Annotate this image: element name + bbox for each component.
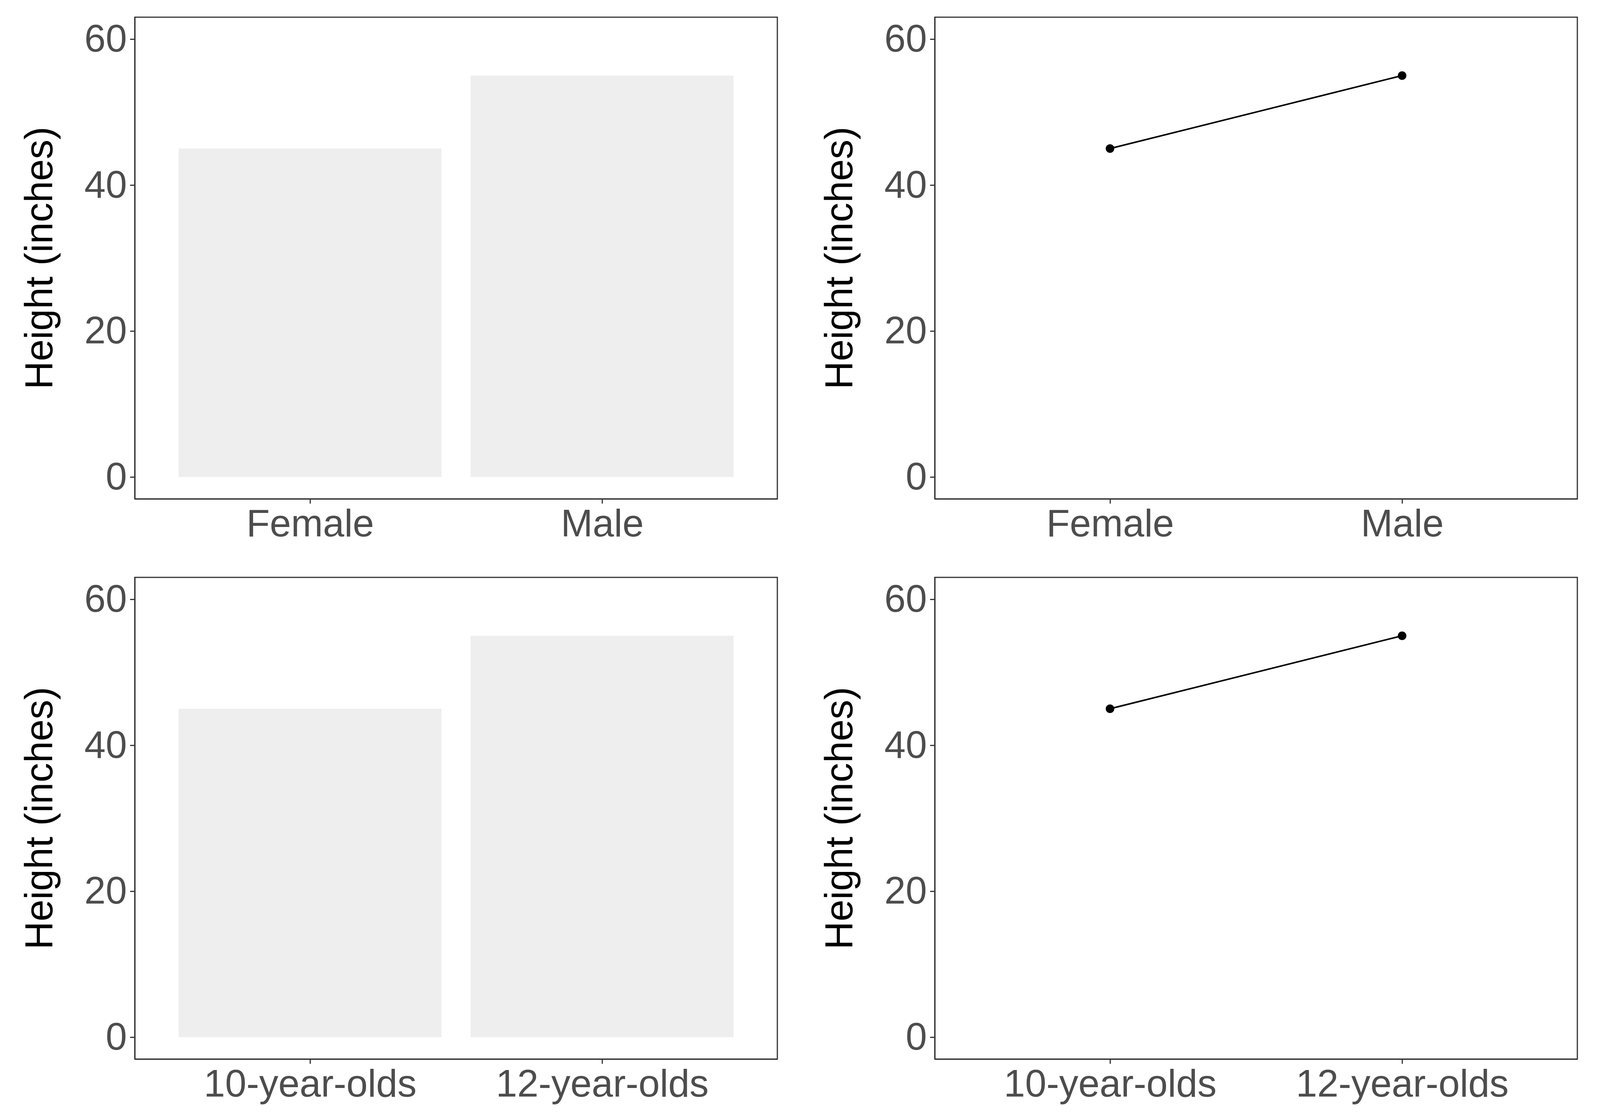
tick-label: Male <box>1360 501 1444 545</box>
tick-label: 60 <box>84 576 127 620</box>
tick-mark <box>930 184 935 186</box>
x-axis: 10-year-olds 12-year-olds <box>935 1058 1578 1105</box>
panel-border <box>934 577 1578 1059</box>
tick-mark <box>130 598 135 600</box>
tick-mark <box>130 38 135 40</box>
panel: 0 20 40 60 10-year-olds 12-year-olds Height (i… <box>816 576 1578 1105</box>
tick: Male <box>1360 498 1444 545</box>
tick-label: 12-year-olds <box>496 1061 709 1105</box>
point <box>1105 144 1115 153</box>
tick: 10-year-olds <box>1003 1058 1217 1105</box>
tick-label: Male <box>560 501 644 545</box>
tick-mark <box>130 184 135 186</box>
tick: 10-year-olds <box>203 1058 417 1105</box>
axis-title: Height (inches) <box>16 686 61 950</box>
panel: 0 20 40 60 Female Male Height (inches) <box>16 16 778 545</box>
axis-title: Height (inches) <box>816 686 861 950</box>
tick: 40 <box>84 162 135 206</box>
tick: 0 <box>905 1014 935 1058</box>
tick-label: 0 <box>905 454 927 498</box>
y-axis: 0 20 40 60 <box>884 576 936 1060</box>
tick-label: 40 <box>84 162 127 206</box>
tick-label: 60 <box>84 16 127 60</box>
tick-mark <box>130 330 135 332</box>
plot-area <box>1105 631 1407 713</box>
tick-mark <box>930 598 935 600</box>
tick-label: 40 <box>884 723 927 767</box>
x-axis: Female Male <box>935 498 1578 545</box>
tick: 60 <box>884 576 935 620</box>
tick-mark <box>130 1036 135 1038</box>
tick: 0 <box>905 454 935 498</box>
panel: 0 20 40 60 10-year-olds 12-year-olds Height (i… <box>16 576 778 1105</box>
bar <box>178 708 442 1038</box>
tick-mark <box>130 744 135 747</box>
tick: 0 <box>105 454 135 498</box>
x-axis: 10-year-olds 12-year-olds <box>135 1058 778 1105</box>
tick-mark <box>930 1036 935 1038</box>
tick-label: Female <box>1046 501 1175 545</box>
tick: 0 <box>105 1014 135 1058</box>
tick-label: 0 <box>105 454 127 498</box>
tick: 20 <box>884 308 935 352</box>
figure: 0204060FemaleMaleHeight (inches)0204060F… <box>0 0 1600 1120</box>
tick-label: Female <box>246 501 375 545</box>
tick-mark <box>930 476 935 478</box>
tick-mark <box>930 744 935 747</box>
tick-label: 40 <box>84 723 127 767</box>
tick: 20 <box>884 868 935 912</box>
panel: 0 20 40 60 Female Male Height (inches) <box>816 16 1578 545</box>
tick-label: 40 <box>884 162 927 206</box>
bar <box>470 635 734 1038</box>
tick-label: 0 <box>105 1014 127 1058</box>
plot-area <box>178 635 734 1038</box>
tick: Female <box>246 498 375 545</box>
tick-mark <box>930 330 935 332</box>
y-axis: 0 20 40 60 <box>84 16 136 500</box>
tick-label: 60 <box>884 16 927 60</box>
tick-label: 12-year-olds <box>1296 1061 1509 1105</box>
point <box>1397 631 1407 640</box>
tick: 60 <box>84 576 135 620</box>
line <box>1110 635 1403 709</box>
tick-mark <box>130 476 135 478</box>
tick: 40 <box>884 162 935 206</box>
point <box>1397 71 1407 80</box>
tick: 40 <box>884 723 935 767</box>
tick-label: 60 <box>884 576 927 620</box>
tick-label: 10-year-olds <box>1003 1061 1217 1105</box>
bar <box>470 75 734 477</box>
tick: Male <box>560 498 644 545</box>
tick-mark <box>930 38 935 40</box>
tick-label: 20 <box>884 308 927 352</box>
y-axis: 0 20 40 60 <box>884 16 936 500</box>
plot-area <box>1105 71 1407 153</box>
tick-mark <box>130 890 135 892</box>
tick-mark <box>930 890 935 892</box>
tick: 60 <box>884 16 935 60</box>
tick-label: 10-year-olds <box>203 1061 417 1105</box>
axis-title: Height (inches) <box>816 126 861 390</box>
tick-label: 0 <box>905 1014 927 1058</box>
tick: 40 <box>84 723 135 767</box>
tick-label: 20 <box>84 868 127 912</box>
point <box>1105 704 1115 713</box>
panel-border <box>934 17 1578 499</box>
panel-border <box>134 577 778 1059</box>
tick: 20 <box>84 868 135 912</box>
x-axis: Female Male <box>135 498 778 545</box>
line <box>1110 75 1403 149</box>
tick-label: 20 <box>84 308 127 352</box>
plot-area <box>178 75 734 477</box>
tick: 12-year-olds <box>496 1058 709 1105</box>
tick: 12-year-olds <box>1296 1058 1509 1105</box>
tick: 20 <box>84 308 135 352</box>
axis-title: Height (inches) <box>16 126 61 390</box>
tick: Female <box>1046 498 1175 545</box>
panel-border <box>134 17 778 499</box>
tick: 60 <box>84 16 135 60</box>
tick-label: 20 <box>884 868 927 912</box>
bar <box>178 148 442 477</box>
y-axis: 0 20 40 60 <box>84 576 136 1060</box>
